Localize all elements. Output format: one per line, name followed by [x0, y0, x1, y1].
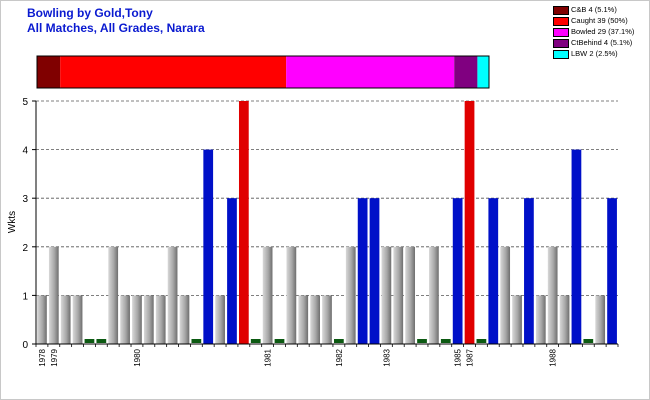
stacked-segment [286, 56, 455, 88]
column-bar [345, 246, 356, 344]
column-bar [262, 246, 273, 344]
x-tick-label: 1987 [466, 348, 475, 366]
chart-subtitle: All Matches, All Grades, Narara [27, 21, 205, 35]
column-bar [250, 339, 261, 343]
x-tick-label: 1980 [133, 348, 142, 366]
column-bar [547, 246, 558, 344]
y-tick-label: 1 [22, 291, 28, 302]
y-tick-label: 5 [22, 97, 28, 108]
column-bar [84, 339, 95, 343]
column-bar [203, 149, 214, 344]
column-bar [238, 101, 249, 344]
legend-item: LBW 2 (2.5%) [551, 49, 648, 60]
column-bar [524, 198, 534, 344]
stacked-segment [454, 56, 478, 88]
legend-swatch [553, 39, 569, 48]
column-bar [512, 295, 522, 344]
column-bar [417, 339, 427, 343]
legend: C&B 4 (5.1%) Caught 39 (50%) Bowled 29 (37… [551, 5, 648, 60]
column-bar [155, 295, 166, 344]
x-tick-label: 1978 [38, 348, 47, 366]
column-bar [440, 339, 451, 343]
column-bar [179, 295, 190, 344]
column-bar [535, 295, 546, 344]
legend-swatch [553, 6, 569, 15]
column-bar [167, 246, 178, 344]
x-tick-label: 1988 [549, 348, 558, 366]
column-bar [405, 246, 416, 344]
x-tick-label: 1982 [335, 348, 344, 366]
column-bar [571, 149, 582, 344]
y-tick-label: 2 [22, 243, 28, 254]
column-bar [464, 101, 475, 344]
column-bar [120, 295, 130, 344]
column-bar [72, 295, 83, 344]
column-bar [381, 246, 392, 344]
y-tick-label: 0 [22, 340, 28, 351]
column-bar [191, 339, 202, 343]
column-bar [310, 295, 320, 344]
legend-item: CtBehind 4 (5.1%) [551, 38, 648, 49]
column-bar [476, 339, 487, 343]
column-bar [60, 295, 71, 344]
column-bar [500, 246, 511, 344]
stacked-bar-outline [36, 55, 490, 89]
x-tick-label: 1983 [382, 348, 391, 366]
legend-label: Bowled 29 (37.1%) [571, 27, 635, 36]
legend-swatch [553, 28, 569, 37]
column-bar [274, 339, 285, 343]
column-bar [143, 295, 154, 344]
x-tick-label: 1979 [50, 348, 59, 366]
y-tick-label: 4 [22, 146, 28, 157]
column-bar [488, 198, 499, 344]
y-axis-label: Wkts [7, 211, 18, 233]
legend-label: LBW 2 (2.5%) [571, 49, 618, 58]
column-bar [286, 246, 297, 344]
y-tick-label: 3 [22, 194, 28, 205]
column-bar [595, 295, 606, 344]
column-bar [108, 246, 119, 344]
legend-swatch [553, 50, 569, 59]
column-bar [334, 339, 344, 343]
column-bar [393, 246, 404, 344]
column-bar [369, 198, 380, 344]
column-bar [298, 295, 309, 344]
column-bar [227, 198, 237, 344]
x-tick-label: 1981 [264, 348, 273, 366]
column-bar [132, 295, 142, 344]
column-bar [48, 246, 59, 344]
column-bar [96, 339, 107, 343]
stacked-segment [37, 56, 61, 88]
column-bar [429, 246, 439, 344]
chart-title: Bowling by Gold,Tony [27, 6, 153, 20]
column-bar [37, 295, 47, 344]
legend-label: Caught 39 (50%) [571, 16, 628, 25]
column-bar [322, 295, 332, 344]
column-bar [559, 295, 570, 344]
legend-item: C&B 4 (5.1%) [551, 5, 648, 16]
legend-label: CtBehind 4 (5.1%) [571, 38, 633, 47]
legend-swatch [553, 17, 569, 26]
column-bar [452, 198, 463, 344]
legend-item: Caught 39 (50%) [551, 16, 648, 27]
legend-label: C&B 4 (5.1%) [571, 5, 617, 14]
column-bar [583, 339, 594, 343]
column-bar [215, 295, 225, 344]
column-bar [607, 198, 617, 344]
stacked-segment [477, 56, 489, 88]
stacked-segment [60, 56, 287, 88]
legend-item: Bowled 29 (37.1%) [551, 27, 648, 38]
x-tick-label: 1985 [454, 348, 463, 366]
column-bar [357, 198, 368, 344]
